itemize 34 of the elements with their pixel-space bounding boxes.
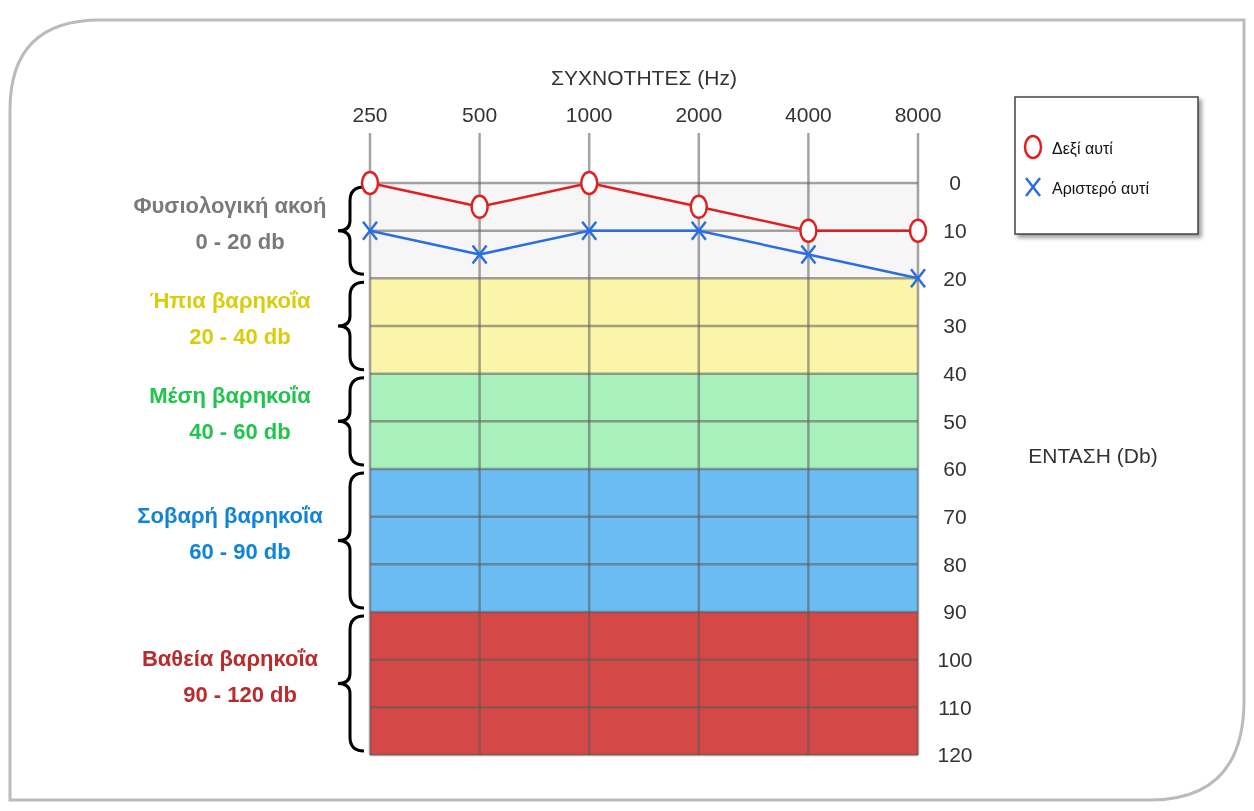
- y-tick-label: 40: [943, 362, 967, 386]
- y-tick-label: 100: [937, 648, 973, 672]
- y-tick-label: 30: [943, 314, 967, 338]
- band-label: Σοβαρή βαρηκοΐα 60 - 90 db: [137, 502, 324, 564]
- band-label: Φυσιολογική ακοή 0 - 20 db: [133, 192, 327, 254]
- x-tick-label: 250: [352, 103, 388, 126]
- x-tick-label: 500: [462, 103, 498, 126]
- y-tick-label: 50: [943, 409, 967, 433]
- point: [689, 194, 709, 220]
- point: [470, 194, 489, 220]
- y-tick-label: 90: [943, 600, 967, 624]
- y-tick-label: 120: [937, 743, 973, 767]
- x-tick-label: 4000: [785, 103, 832, 126]
- band-label: Βαθεία βαρηκοΐα 90 - 120 db: [141, 645, 319, 707]
- legend-label: Δεξί αυτί: [1052, 140, 1114, 158]
- x-axis-title: ΣΥΧΝΟΤΗΤΕΣ (Hz): [551, 66, 737, 89]
- x-tick-label: 1000: [565, 103, 613, 126]
- x-tick-label: 8000: [894, 103, 942, 126]
- point: [360, 170, 380, 196]
- y-tick-label: 80: [943, 552, 967, 576]
- point: [908, 218, 928, 243]
- band-label: Μέση βαρηκοΐα 40 - 60 db: [149, 383, 312, 445]
- band-label: Ήπια βαρηκοΐα 20 - 40 db: [149, 288, 312, 349]
- x-tick-label: 2000: [675, 103, 723, 126]
- y-tick-label: 20: [943, 266, 967, 290]
- point: [579, 170, 599, 196]
- y-tick-label: 70: [943, 505, 967, 529]
- y-tick-label: 0: [949, 171, 961, 195]
- y-axis-title: ΕΝΤΑΣΗ (Db): [1028, 444, 1158, 467]
- y-tick-label: 60: [943, 457, 967, 481]
- y-tick-label: 10: [943, 219, 967, 243]
- point: [799, 218, 818, 243]
- y-tick-label: 110: [938, 695, 972, 719]
- legend-label: Αριστερό αυτί: [1052, 180, 1150, 197]
